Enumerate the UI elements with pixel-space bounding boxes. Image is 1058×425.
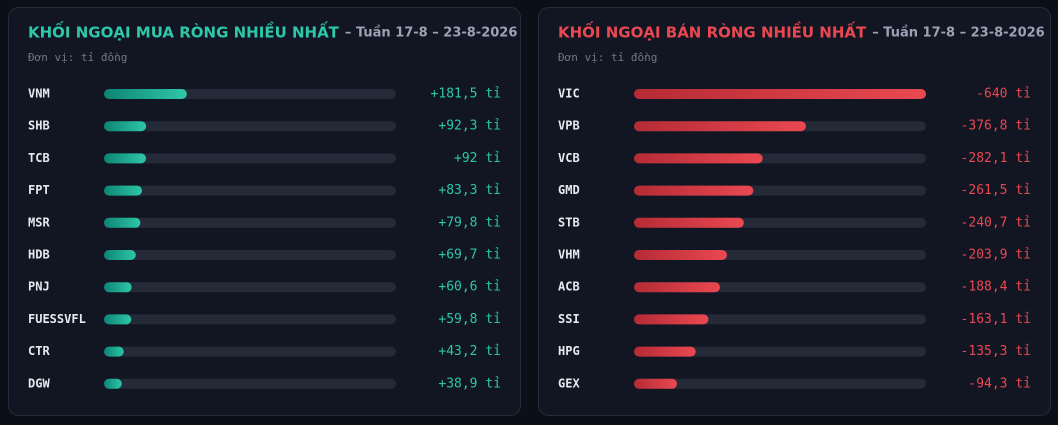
ticker-label: SHB (28, 119, 50, 133)
bar (104, 250, 136, 260)
value-label: -94,3 tỉ (968, 376, 1031, 391)
bar (104, 378, 122, 389)
unit-note: Đơn vị: tỉ đồng (28, 51, 127, 64)
ticker-label: HPG (558, 344, 580, 358)
value-label: -282,1 tỉ (961, 151, 1031, 166)
bar (104, 217, 141, 228)
ticker-label: VPB (558, 119, 580, 133)
bar (634, 153, 763, 164)
value-label: -240,7 tỉ (961, 215, 1031, 230)
value-label: -261,5 tỉ (961, 183, 1031, 198)
panel-title: KHỐI NGOẠI MUA RÒNG NHIỀU NHẤT (28, 21, 340, 42)
value-label: +92 tỉ (454, 151, 501, 166)
value-label: +92,3 tỉ (438, 119, 501, 134)
bar (104, 153, 146, 164)
ticker-label: STB (558, 215, 580, 229)
ticker-label: VIC (558, 87, 580, 101)
panel (538, 7, 1051, 416)
ticker-label: SSI (558, 312, 580, 326)
ticker-label: VHM (558, 248, 580, 262)
bar (634, 217, 744, 228)
bar (104, 89, 187, 99)
unit-note: Đơn vị: tỉ đồng (558, 51, 657, 64)
bar (634, 185, 754, 196)
ticker-label: HDB (28, 248, 50, 262)
bar (634, 250, 728, 260)
ticker-label: VNM (28, 87, 50, 101)
bar-track (104, 121, 396, 132)
value-label: +79,8 tỉ (438, 215, 501, 230)
bar-track (104, 282, 396, 293)
bar-track (634, 378, 926, 389)
panel (8, 7, 521, 416)
bar (634, 89, 926, 99)
bar (634, 378, 678, 389)
bar (634, 121, 806, 132)
value-label: +181,5 tỉ (431, 87, 501, 102)
ticker-label: GEX (558, 376, 580, 390)
ticker-label: FPT (28, 183, 50, 197)
value-label: -376,8 tỉ (961, 119, 1031, 134)
ticker-label: MSR (28, 215, 50, 229)
bar (634, 346, 696, 357)
ticker-label: ACB (558, 280, 580, 294)
value-label: +59,8 tỉ (438, 312, 501, 327)
panel-subtitle: – Tuần 17-8 – 23-8-2026 (345, 26, 517, 41)
bar (104, 282, 132, 293)
value-label: +43,2 tỉ (438, 344, 501, 359)
bar-track (104, 217, 396, 228)
panel-subtitle: – Tuần 17-8 – 23-8-2026 (872, 26, 1044, 41)
value-label: +38,9 tỉ (438, 376, 501, 391)
value-label: -163,1 tỉ (961, 312, 1031, 327)
bar-track (104, 250, 396, 260)
ticker-label: TCB (28, 151, 50, 165)
bar (634, 314, 709, 325)
bar (104, 314, 132, 325)
value-label: -135,3 tỉ (961, 344, 1031, 359)
bar-track (104, 185, 396, 196)
ticker-label: PNJ (28, 280, 50, 294)
value-label: +69,7 tỉ (438, 248, 501, 263)
bar-track (634, 346, 926, 357)
ticker-label: VCB (558, 151, 580, 165)
value-label: +83,3 tỉ (438, 183, 501, 198)
bar-track (104, 378, 396, 389)
bar (104, 121, 147, 132)
ticker-label: DGW (28, 376, 50, 390)
bar (634, 282, 720, 293)
ticker-label: CTR (28, 344, 50, 358)
ticker-label: GMD (558, 183, 580, 197)
value-label: -203,9 tỉ (961, 248, 1031, 263)
bar (104, 185, 143, 196)
ticker-label: FUESSVFL (28, 312, 86, 326)
bar-track (104, 314, 396, 325)
value-label: +60,6 tỉ (438, 280, 501, 295)
value-label: -188,4 tỉ (961, 280, 1031, 295)
value-label: -640 tỉ (976, 87, 1031, 102)
bar-track (104, 346, 396, 357)
panel-title: KHỐI NGOẠI BÁN RÒNG NHIỀU NHẤT (558, 21, 867, 42)
bar-track (104, 153, 396, 164)
bar (104, 346, 124, 357)
